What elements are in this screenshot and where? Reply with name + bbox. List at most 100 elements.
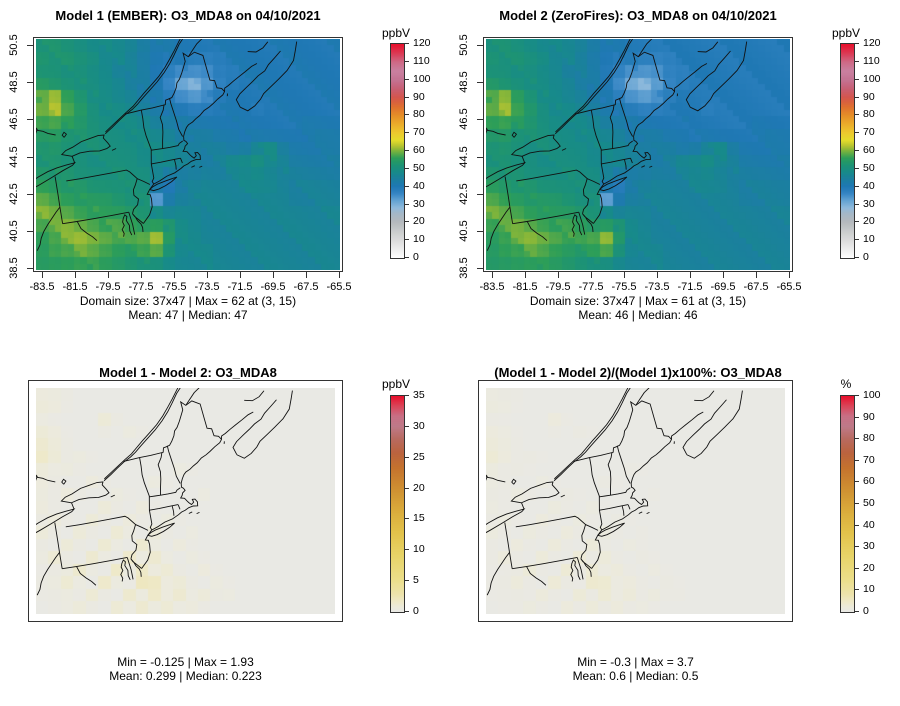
- geo-border_ca: [124, 401, 222, 461]
- panel-model2: Model 2 (ZeroFires): O3_MDA8 on 04/10/20…: [450, 0, 900, 353]
- x-tick-label: -67.5: [743, 281, 769, 293]
- geo-ma_north: [151, 141, 182, 150]
- y-tick-mark: [477, 156, 483, 158]
- y-tick-mark: [477, 193, 483, 195]
- geo-oneida: [562, 149, 566, 151]
- colorbar-tick-mark: [854, 459, 859, 461]
- geo-delaware_bay: [581, 559, 592, 577]
- x-tick-label: -83.5: [29, 281, 55, 293]
- y-tick-mark: [477, 45, 483, 46]
- geo-st_lawrence_s: [555, 39, 683, 134]
- colorbar-tick-label: 90: [863, 90, 875, 103]
- colorbar-tick-label: 20: [413, 481, 425, 494]
- colorbar-tick-label: 35: [413, 389, 425, 401]
- geo-ns_north: [233, 400, 276, 455]
- caption-line2: Mean: 0.299 | Median: 0.223: [109, 669, 262, 683]
- x-tick-label: -83.5: [479, 281, 505, 293]
- geo-st_lawrence_n: [106, 39, 221, 132]
- geo-ri_ma: [628, 505, 630, 510]
- geo-mason_dixon: [63, 212, 129, 224]
- colorbar-tick-mark: [404, 78, 409, 80]
- y-tick-mark: [477, 82, 483, 84]
- colorbar-tick-label: 5: [413, 574, 419, 587]
- colorbar: [390, 395, 405, 613]
- colorbar-tick-label: 40: [863, 518, 875, 531]
- colorbar-tick-label: 10: [863, 233, 875, 246]
- colorbar-tick-label: 10: [413, 233, 425, 246]
- geo-ma_north: [601, 141, 632, 150]
- colorbar-tick-label: 0: [863, 605, 869, 617]
- colorbar-tick-label: 10: [863, 583, 875, 596]
- geo-ohio_river: [487, 207, 510, 251]
- colorbar-tick-label: 100: [863, 72, 881, 85]
- geo-lake_erie: [486, 163, 525, 193]
- colorbar-tick-mark: [854, 567, 859, 569]
- geo-ma_north: [149, 488, 180, 497]
- geo-chesapeake: [121, 560, 130, 581]
- colorbar-tick-label: 20: [413, 215, 425, 228]
- geo-gaspe_s: [188, 39, 234, 57]
- geo-lake_ontario: [62, 135, 110, 156]
- geo-huron_georgian: [486, 472, 505, 531]
- colorbar: [840, 395, 855, 613]
- geo-lake_simcoe: [512, 479, 516, 484]
- colorbar-tick-mark: [854, 239, 859, 241]
- colorbar-tick-mark: [854, 524, 859, 526]
- colorbar-tick-mark: [854, 150, 859, 151]
- geo-lake_erie: [36, 509, 74, 538]
- colorbar-tick-mark: [854, 221, 859, 223]
- geo-delaware_bay: [133, 214, 144, 232]
- colorbar: [390, 43, 405, 259]
- geo-ny_pa_delaware: [66, 170, 138, 214]
- geo-marthas_vineyard: [189, 512, 192, 514]
- geo-delaware_bay: [131, 559, 142, 577]
- colorbar-tick-label: 70: [863, 126, 875, 139]
- x-tick-mark: [525, 272, 526, 278]
- geo-ma_south: [151, 158, 180, 164]
- geo-st_lawrence_n: [104, 388, 218, 479]
- colorbar-tick-label: 110: [863, 54, 880, 67]
- caption-line2: Mean: 47 | Median: 47: [128, 308, 248, 322]
- panel-title: (Model 1 - Model 2)/(Model 1)x100%: O3_M…: [494, 365, 782, 380]
- colorbar-tick-mark: [854, 546, 859, 548]
- geo-ns_south: [237, 391, 293, 459]
- geo-ns_north: [686, 51, 730, 107]
- x-tick-mark: [492, 272, 493, 278]
- geo-ma_south: [599, 505, 628, 511]
- colorbar-tick-mark: [404, 456, 409, 458]
- colorbar-tick-mark: [854, 43, 859, 44]
- geo-ohio_river: [37, 552, 59, 595]
- geo-pei: [694, 391, 714, 401]
- geo-wv_va: [527, 221, 547, 240]
- geo-st_lawrence_n: [556, 39, 671, 132]
- colorbar-tick-label: 20: [863, 215, 875, 228]
- colorbar-tick-mark: [404, 425, 409, 427]
- x-tick-label: -67.5: [293, 281, 319, 293]
- geo-ny_vt_east: [591, 110, 604, 184]
- panel-caption: Min = -0.125 | Max = 1.93 Mean: 0.299 | …: [28, 655, 343, 683]
- geo-huron_georgian: [36, 472, 55, 531]
- y-tick-label: 48.5: [8, 71, 20, 93]
- colorbar-tick-label: 60: [413, 144, 425, 156]
- geo-long_island: [148, 523, 175, 536]
- x-tick-label: -71.5: [677, 281, 703, 293]
- y-tick-label: 44.5: [8, 145, 20, 168]
- x-tick-mark: [624, 272, 625, 278]
- geo-ny_pa_delaware: [516, 516, 587, 559]
- geo-oneida: [112, 149, 116, 151]
- caption-line1: Domain size: 37x47 | Max = 62 at (3, 15): [79, 294, 297, 308]
- x-tick-mark: [240, 272, 241, 278]
- y-tick-mark: [27, 268, 33, 270]
- plot-frame: [478, 380, 793, 622]
- colorbar-tick-mark: [404, 487, 409, 489]
- caption-line1: Domain size: 37x47 | Max = 61 at (3, 15): [529, 294, 747, 308]
- colorbar-tick-mark: [404, 203, 409, 205]
- geo-vt_nh: [158, 453, 162, 496]
- caption-line2: Mean: 0.6 | Median: 0.5: [572, 669, 699, 683]
- geo-st_lawrence_s: [554, 388, 680, 481]
- colorbar-tick-mark: [404, 60, 409, 62]
- geo-wv_va: [527, 566, 546, 585]
- x-tick-label: -69.5: [710, 281, 736, 293]
- y-tick-mark: [27, 82, 33, 84]
- geo-marthas_vineyard: [641, 166, 644, 168]
